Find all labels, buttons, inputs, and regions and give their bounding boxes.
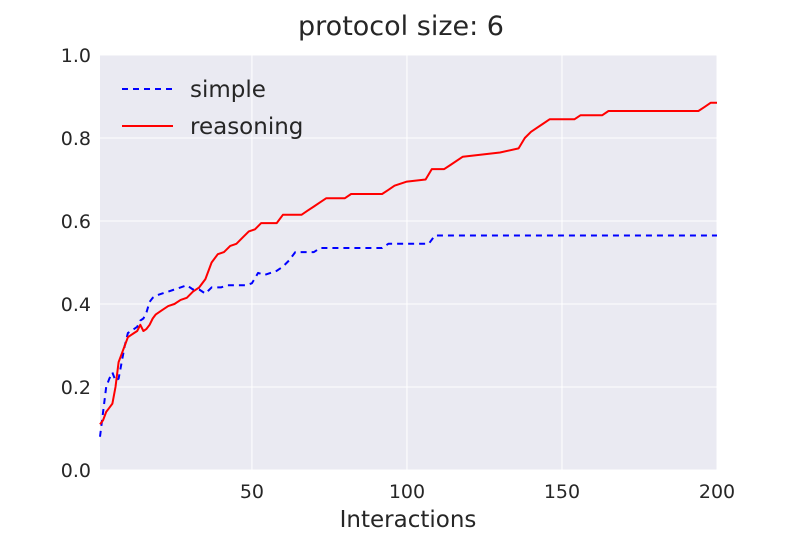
series-line-reasoning bbox=[99, 101, 717, 425]
series-layer bbox=[99, 101, 717, 437]
legend: simple reasoning bbox=[122, 77, 303, 140]
x-tick-label: 50 bbox=[240, 481, 264, 503]
y-tick-label: 0.0 bbox=[61, 460, 91, 482]
y-tick-label: 0.6 bbox=[61, 211, 91, 233]
series-line-simple bbox=[99, 234, 717, 437]
x-tick-label: 150 bbox=[544, 481, 580, 503]
tick-labels: 0.0 0.2 0.4 0.6 0.8 1.0 50 100 150 200 bbox=[61, 45, 735, 503]
chart-title: protocol size: 6 bbox=[298, 11, 504, 42]
y-tick-label: 0.8 bbox=[61, 128, 91, 150]
legend-label-simple: simple bbox=[190, 77, 266, 103]
y-tick-label: 0.4 bbox=[61, 294, 91, 316]
x-axis-label: Interactions bbox=[340, 507, 477, 533]
plot-background bbox=[100, 55, 717, 470]
grid bbox=[100, 54, 718, 471]
x-tick-label: 100 bbox=[389, 481, 425, 503]
y-tick-label: 1.0 bbox=[61, 45, 91, 67]
x-tick-label: 200 bbox=[699, 481, 735, 503]
legend-label-reasoning: reasoning bbox=[190, 114, 303, 140]
y-tick-label: 0.2 bbox=[61, 377, 91, 399]
